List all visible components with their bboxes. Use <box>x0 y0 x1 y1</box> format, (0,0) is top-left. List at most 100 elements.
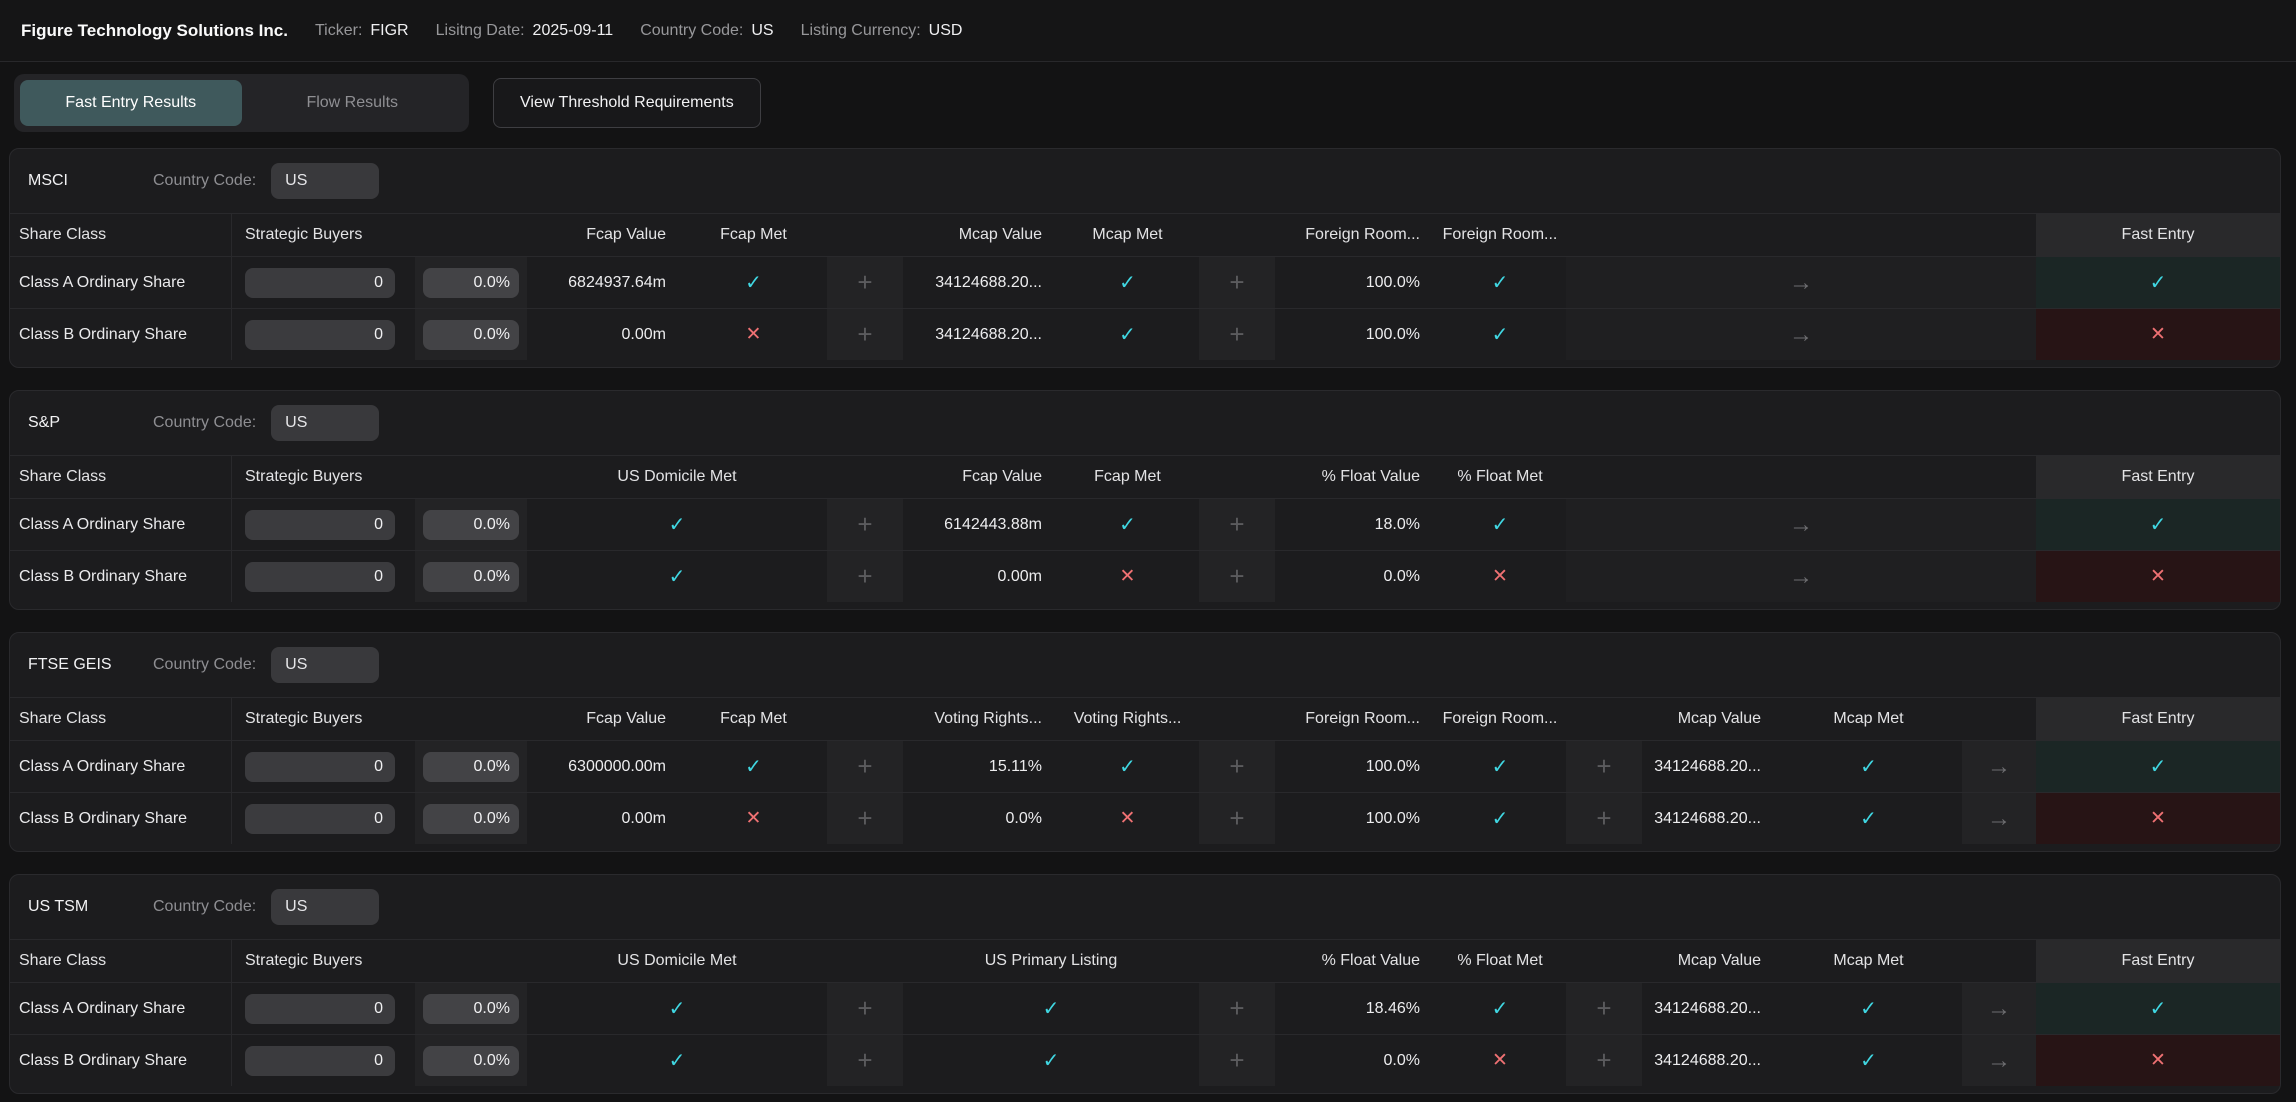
col-us-primary-listing: US Primary Listing <box>984 952 1118 969</box>
strategic-buyers-input[interactable] <box>245 993 395 1024</box>
country-code-label: Country Code: <box>640 21 744 39</box>
mcap-value: 34124688.20... <box>935 273 1042 291</box>
plus-icon[interactable]: + <box>857 751 873 781</box>
fast-entry-cell: ✓ <box>2036 257 2280 308</box>
voting-rights-met-mark: ✕ <box>1119 808 1136 829</box>
fcap-value: 6142443.88m <box>944 515 1042 533</box>
fcap-met-mark: ✕ <box>1119 566 1136 587</box>
plus-icon[interactable]: + <box>1596 803 1612 833</box>
strategic-buyers-input[interactable] <box>245 319 395 350</box>
country-code-select[interactable]: US <box>271 163 380 199</box>
strategic-buyers-pct-input[interactable] <box>423 509 519 540</box>
strategic-buyers-pct-input[interactable] <box>423 803 519 834</box>
foreign-room-value: 100.0% <box>1365 757 1420 775</box>
plus-icon[interactable]: + <box>857 319 873 349</box>
index-section-us-tsm: US TSM Country Code: US Share Class Stra… <box>9 874 2281 1094</box>
strategic-buyers-input[interactable] <box>245 561 395 592</box>
strategic-buyers-pct-input[interactable] <box>423 267 519 298</box>
plus-icon[interactable]: + <box>1229 1045 1245 1075</box>
col-mcap-met: Mcap Met <box>1833 952 1904 969</box>
ticker-label: Ticker: <box>314 21 363 39</box>
arrow-right-icon[interactable]: → <box>1789 510 1813 538</box>
fast-entry-cell: ✓ <box>2036 983 2280 1034</box>
mcap-met-mark: ✓ <box>1860 756 1877 778</box>
col-foreign-room-met: Foreign Room... <box>1442 226 1558 243</box>
arrow-right-icon[interactable]: → <box>1987 1046 2011 1074</box>
foreign-room-met-mark: ✓ <box>1491 272 1509 294</box>
country-code-value: US <box>751 21 774 39</box>
strategic-buyers-pct-input[interactable] <box>423 561 519 592</box>
strategic-buyers-pct-input[interactable] <box>423 751 519 782</box>
strategic-buyers-pct-input[interactable] <box>423 1045 519 1076</box>
share-class-name: Class A Ordinary Share <box>10 257 232 308</box>
arrow-right-icon[interactable]: → <box>1789 320 1813 348</box>
col-foreign-room-value: Foreign Room... <box>1305 710 1420 727</box>
plus-icon[interactable]: + <box>857 803 873 833</box>
arrow-right-icon[interactable]: → <box>1987 752 2011 780</box>
arrow-right-icon[interactable]: → <box>1987 994 2011 1022</box>
plus-icon[interactable]: + <box>1229 267 1245 297</box>
results-tab-group: Fast Entry Results Flow Results <box>14 74 469 132</box>
arrow-right-icon[interactable]: → <box>1789 562 1813 590</box>
strategic-buyers-pct-input[interactable] <box>423 319 519 350</box>
country-code-select[interactable]: US <box>271 647 380 683</box>
section-title: US TSM <box>28 898 89 915</box>
ftse-table-header: Share Class Strategic Buyers Fcap Value … <box>10 697 2280 740</box>
voting-rights-value: 0.0% <box>1005 809 1042 827</box>
plus-icon[interactable]: + <box>857 1045 873 1075</box>
plus-icon[interactable]: + <box>857 561 873 591</box>
plus-icon[interactable]: + <box>1229 803 1245 833</box>
share-class-name: Class B Ordinary Share <box>10 1035 232 1086</box>
fcap-value: 6300000.00m <box>568 757 666 775</box>
strategic-buyers-input[interactable] <box>245 267 395 298</box>
tab-fast-entry-results[interactable]: Fast Entry Results <box>20 80 242 126</box>
plus-icon[interactable]: + <box>1229 751 1245 781</box>
plus-icon[interactable]: + <box>1229 993 1245 1023</box>
mcap-value: 34124688.20... <box>1654 757 1761 775</box>
country-code-select[interactable]: US <box>271 889 380 925</box>
mcap-met-mark: ✓ <box>1860 1050 1877 1072</box>
index-section-sp: S&P Country Code: US Share Class Strateg… <box>9 390 2281 610</box>
float-met-mark: ✕ <box>1492 1050 1508 1071</box>
col-strategic-buyers: Strategic Buyers <box>245 710 363 727</box>
plus-icon[interactable]: + <box>1596 993 1612 1023</box>
share-class-name: Class A Ordinary Share <box>10 983 232 1034</box>
arrow-right-icon[interactable]: → <box>1987 804 2011 832</box>
ticker-field: Ticker: FIGR <box>315 22 409 40</box>
plus-icon[interactable]: + <box>1596 1045 1612 1075</box>
col-share-class: Share Class <box>10 940 232 982</box>
fcap-met-mark: ✓ <box>1119 514 1136 536</box>
col-mcap-met: Mcap Met <box>1833 710 1904 727</box>
table-row: Class A Ordinary Share ✓ + 6142443.88m ✓… <box>10 498 2280 550</box>
table-row: Class A Ordinary Share 6824937.64m ✓ + 3… <box>10 256 2280 308</box>
col-fcap-value: Fcap Value <box>586 710 666 727</box>
strategic-buyers-input[interactable] <box>245 751 395 782</box>
fast-entry-mark: ✕ <box>2150 324 2166 345</box>
plus-icon[interactable]: + <box>1229 509 1245 539</box>
listing-date-value: 2025-09-11 <box>532 21 614 39</box>
mcap-value: 34124688.20... <box>1654 1051 1761 1069</box>
fast-entry-mark: ✓ <box>2149 514 2167 536</box>
plus-icon[interactable]: + <box>857 267 873 297</box>
col-us-domicile-met: US Domicile Met <box>617 468 737 485</box>
msci-table-header: Share Class Strategic Buyers Fcap Value … <box>10 213 2280 256</box>
float-value: 0.0% <box>1383 1051 1420 1069</box>
arrow-right-icon[interactable]: → <box>1789 268 1813 296</box>
strategic-buyers-input[interactable] <box>245 509 395 540</box>
col-share-class: Share Class <box>10 214 232 256</box>
plus-icon[interactable]: + <box>1596 751 1612 781</box>
strategic-buyers-input[interactable] <box>245 1045 395 1076</box>
view-threshold-requirements-button[interactable]: View Threshold Requirements <box>493 78 761 128</box>
foreign-room-value: 100.0% <box>1365 273 1420 291</box>
strategic-buyers-pct-input[interactable] <box>423 993 519 1024</box>
foreign-room-value: 100.0% <box>1365 809 1420 827</box>
col-float-met: % Float Met <box>1457 468 1543 485</box>
plus-icon[interactable]: + <box>1229 561 1245 591</box>
plus-icon[interactable]: + <box>857 509 873 539</box>
fcap-met-mark: ✓ <box>745 756 762 778</box>
plus-icon[interactable]: + <box>1229 319 1245 349</box>
tab-flow-results[interactable]: Flow Results <box>242 80 464 126</box>
country-code-select[interactable]: US <box>271 405 380 441</box>
plus-icon[interactable]: + <box>857 993 873 1023</box>
strategic-buyers-input[interactable] <box>245 803 395 834</box>
